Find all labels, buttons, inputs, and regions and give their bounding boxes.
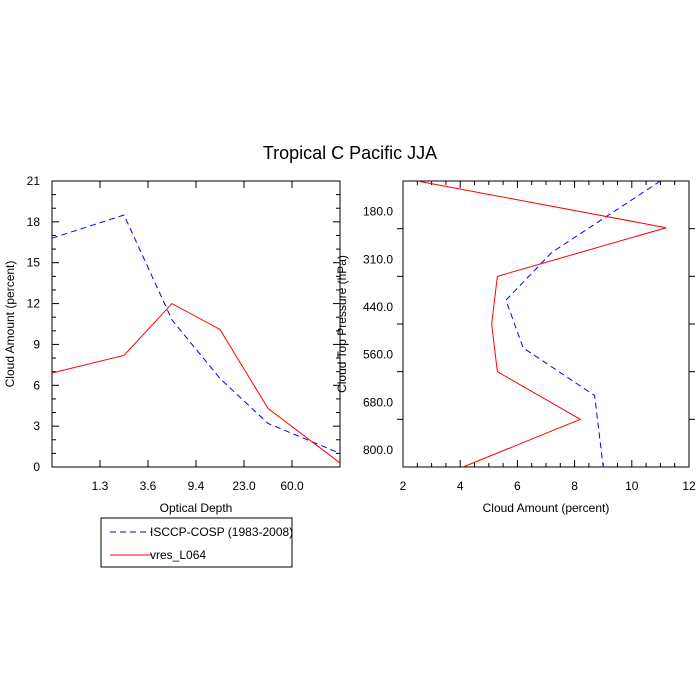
right-ticks	[397, 181, 695, 467]
right-x-tick-label: 6	[514, 479, 521, 493]
left-y-tick-label: 12	[27, 297, 41, 311]
right-series-isccp	[505, 180, 661, 468]
left-x-tick-labels: 1.3 3.6 9.4 23.0 60.0	[92, 479, 304, 493]
right-x-tick-label: 12	[682, 479, 696, 493]
right-x-tick-labels: 2 4 6 8 10 12	[400, 479, 696, 493]
left-series-isccp	[51, 214, 341, 454]
right-y-tick-label: 680.0	[363, 395, 393, 409]
legend: ISCCP-COSP (1983-2008) vres_L064	[100, 517, 293, 568]
left-x-axis-title: Optical Depth	[160, 501, 233, 515]
right-x-tick-label: 8	[571, 479, 578, 493]
left-y-tick-label: 0	[33, 460, 40, 474]
left-panel: 1.3 3.6 9.4 23.0 60.0 0 3 6 9 12 15 18 21 Optical D…	[3, 174, 341, 515]
right-x-axis-title: Cloud Amount (percent)	[483, 501, 610, 515]
right-y-tick-label: 310.0	[363, 252, 393, 266]
right-series-vres	[417, 180, 667, 468]
left-ticks	[52, 180, 340, 468]
right-series	[417, 180, 667, 468]
left-y-tick-label: 18	[27, 215, 41, 229]
left-x-tick-label: 1.3	[92, 479, 109, 493]
left-x-tick-label: 9.4	[188, 479, 205, 493]
right-y-tick-labels: 180.0 310.0 440.0 560.0 680.0 800.0	[363, 205, 393, 457]
left-y-axis-title: Cloud Amount (percent)	[3, 261, 17, 388]
left-x-tick-label: 60.0	[280, 479, 304, 493]
left-x-tick-label: 23.0	[232, 479, 256, 493]
left-series-vres	[51, 302, 341, 464]
left-y-tick-label: 21	[27, 174, 41, 188]
left-y-tick-label: 6	[33, 378, 40, 392]
right-y-tick-label: 800.0	[363, 443, 393, 457]
left-y-tick-label: 15	[27, 256, 41, 270]
right-panel: 2 4 6 8 10 12 180.0310.0440.0560.0680.0800.0 …	[335, 180, 696, 515]
right-x-tick-label: 2	[400, 479, 407, 493]
legend-label-vres: vres_L064	[150, 548, 206, 562]
left-y-tick-label: 3	[33, 419, 40, 433]
legend-label-isccp: ISCCP-COSP (1983-2008)	[150, 525, 293, 539]
right-y-tick-label: 560.0	[363, 348, 393, 362]
left-y-tick-label: 9	[33, 337, 40, 351]
left-series	[51, 214, 341, 464]
right-y-tick-label: 440.0	[363, 300, 393, 314]
left-y-tick-labels: 0 3 6 9 12 15 18 21	[27, 174, 41, 474]
right-x-tick-label: 10	[625, 479, 639, 493]
legend-box	[100, 517, 293, 568]
chart-title: Tropical C Pacific JJA	[263, 143, 437, 163]
right-y-tick-label: 180.0	[363, 205, 393, 219]
left-x-tick-label: 3.6	[140, 479, 157, 493]
right-y-axis-title: Cloud Top Pressure (hPa)	[335, 255, 349, 393]
right-x-tick-label: 4	[457, 479, 464, 493]
